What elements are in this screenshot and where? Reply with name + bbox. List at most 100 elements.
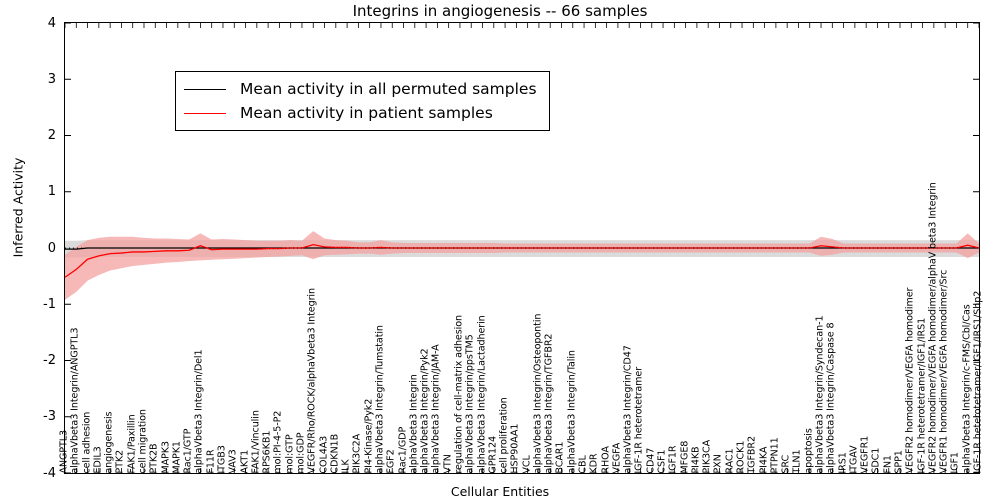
- x-tick-label: PI4-Kinase/Pyk2: [363, 399, 375, 474]
- x-tick-label: alphaVbeta3 Integrin/c-FMS/Cbl/Cas: [961, 304, 973, 474]
- x-tick-label: ILK: [340, 459, 352, 474]
- x-tick-label: FN1: [882, 455, 894, 475]
- x-tick-label: alphaVbeta3 Integrin/ANGPTL3: [69, 328, 81, 474]
- x-tick-label: alphaVbeta3 Integrin/Osteopontin: [532, 314, 544, 474]
- x-tick-label: Rac1/GTP: [182, 429, 194, 474]
- x-tick-label: TLN1: [791, 449, 803, 474]
- x-tick-label: IGF1R: [667, 445, 679, 474]
- x-tick-label: KDR: [588, 453, 600, 474]
- x-tick-label: alphaVbeta3 Integrin/Tumstatin: [374, 325, 386, 474]
- x-tick-label: VEGFA: [611, 443, 623, 474]
- x-tick-label: VEGFR1 homodimer/VEGFA homodimer/Src: [938, 270, 950, 474]
- y-tick-label: -4: [43, 465, 56, 481]
- x-tick-label: VAV3: [227, 449, 239, 474]
- x-tick-label: ITGAV: [848, 445, 860, 474]
- x-tick-label: apoptosis: [803, 428, 815, 474]
- x-tick-label: IRS1: [836, 452, 848, 474]
- x-tick-label: COL4A3: [317, 436, 329, 474]
- x-tick-label: Rac1/GDP: [396, 427, 408, 474]
- x-tick-label: EDIL3: [92, 446, 104, 474]
- x-tick-label: alphaVbeta3 Integrin/ppsTM5: [464, 334, 476, 474]
- y-tick-label: 0: [47, 240, 56, 256]
- legend-line-permuted: [184, 88, 226, 90]
- legend-label-patient: Mean activity in patient samples: [240, 104, 493, 122]
- x-tick-label: TGFBR2: [746, 436, 758, 474]
- x-tick-label: FGF2: [385, 449, 397, 474]
- x-tick-label: alphaVbeta3 Integrin/Lactadherin: [475, 315, 487, 474]
- y-axis-ticks: -4 -3 -2 -1 0 1 2 3 4: [8, 17, 56, 480]
- x-tick-label: FAK1/Vinculin: [250, 410, 262, 474]
- x-tick-label: alphaVbeta3 Integrin/Del1: [193, 349, 205, 474]
- x-tick-label: VEGFR1: [859, 436, 871, 474]
- x-tick-label: SDC1: [870, 448, 882, 474]
- y-tick-label: 4: [47, 15, 56, 31]
- y-tick-label: 3: [47, 71, 56, 87]
- x-tick-label: VEGFR2 homodimer/VEGFA homodimer: [904, 288, 916, 474]
- x-tick-label: MAPK3: [159, 441, 171, 474]
- y-tick-label: -1: [43, 296, 56, 312]
- x-tick-label: SRC: [780, 455, 792, 474]
- legend-item-permuted: Mean activity in all permuted samples: [184, 77, 537, 101]
- x-tick-label: IGF1: [949, 452, 961, 475]
- x-tick-label: RAC1: [724, 448, 736, 474]
- x-tick-label: IGF-1R heterotetramer/IGF1/IRS1/Shp2: [972, 291, 984, 474]
- x-tick-label: VEGFR2 homodimer/VEGFA homodimer/alphaV …: [927, 182, 939, 474]
- x-tick-label: ITGB3: [216, 445, 228, 474]
- x-tick-label: PIK3C2A: [351, 434, 363, 474]
- x-tick-label: cell migration: [137, 409, 149, 474]
- x-tick-label: RHOA: [600, 446, 612, 474]
- x-tick-label: F11R: [205, 450, 217, 474]
- x-tick-label: VTN: [442, 454, 454, 474]
- x-tick-label: IGF-1R heterotetramer/IGF1/IRS1: [915, 318, 927, 474]
- x-tick-label: alphaVbeta3 Integrin/TGFBR2: [543, 334, 555, 474]
- x-tick-label: mol:GTP: [284, 434, 296, 474]
- x-tick-label: HSP90AA1: [509, 424, 521, 474]
- x-tick-label: AKT1: [238, 450, 250, 474]
- x-tick-label: VEGFR/Rho/ROCK/alphaVbeta3 Integrin: [306, 288, 318, 474]
- x-tick-label: PI4KA: [758, 447, 769, 474]
- x-tick-label: alphaVbeta3 Integrin/CD47: [622, 345, 634, 474]
- y-tick-label: -2: [43, 353, 56, 368]
- y-tick-label: -3: [43, 409, 56, 425]
- y-tick-label: 1: [47, 184, 56, 200]
- x-tick-label: alphaVbeta3 Integrin/Pyk2: [419, 348, 431, 474]
- x-tick-label: PTPN11: [769, 437, 781, 474]
- x-tick-label: CDKN1B: [329, 434, 341, 474]
- x-tick-label: angiogenesis: [103, 411, 115, 474]
- x-tick-label: alphaVbeta3 Integrin/Syndecan-1: [814, 315, 826, 474]
- x-tick-label: BCAR1: [554, 442, 566, 474]
- x-tick-label: PI4KB: [690, 446, 702, 474]
- legend-label-permuted: Mean activity in all permuted samples: [240, 80, 537, 98]
- plot-area: Mean activity in all permuted samples Me…: [64, 22, 980, 474]
- x-tick-label: regulation of cell-matrix adhesion: [453, 315, 465, 474]
- x-tick-label: PIK3CA: [701, 440, 713, 474]
- x-tick-label: RPS6KB1: [261, 431, 273, 474]
- x-tick-label: VCL: [521, 455, 533, 474]
- x-tick-label: ANGPTL3: [58, 430, 70, 474]
- x-tick-label: alphaVbeta3 Integrin/Talin: [566, 350, 578, 475]
- x-tick-label: alphaVbeta3 Integrin: [408, 374, 420, 474]
- y-axis-label: Inferred Activity: [10, 157, 26, 258]
- legend-line-patient: [184, 112, 226, 114]
- x-tick-label: GPR124: [487, 436, 499, 474]
- x-tick-label: FAK1/Paxillin: [126, 414, 138, 474]
- x-tick-label: alphaVbeta3 Integrin/JAM-A: [430, 344, 442, 474]
- x-tick-label: CSF1: [656, 449, 668, 474]
- x-tick-label: ROCK1: [735, 441, 747, 474]
- x-tick-label: mol:PI-4-5-P2: [272, 411, 284, 474]
- x-axis-label: Cellular Entities: [450, 484, 550, 499]
- x-tick-label: CD47: [645, 448, 657, 474]
- x-tick-label: PXN: [712, 454, 724, 474]
- plot-svg: [65, 23, 979, 473]
- x-tick-label: PTK2: [114, 450, 126, 474]
- x-tick-label: MFGE8: [679, 441, 691, 474]
- x-tick-label: SPP1: [893, 450, 905, 474]
- y-tick-label: 2: [47, 128, 56, 143]
- x-tick-label: CBL: [577, 455, 589, 474]
- x-tick-label: IGF-1R heterotetramer: [633, 367, 645, 474]
- legend-item-patient: Mean activity in patient samples: [184, 101, 537, 125]
- x-tick-label: alphaVbeta3 Integrin/Caspase 8: [825, 322, 837, 474]
- x-tick-label: cell adhesion: [80, 412, 92, 474]
- x-tick-label: MAPK1: [171, 441, 183, 474]
